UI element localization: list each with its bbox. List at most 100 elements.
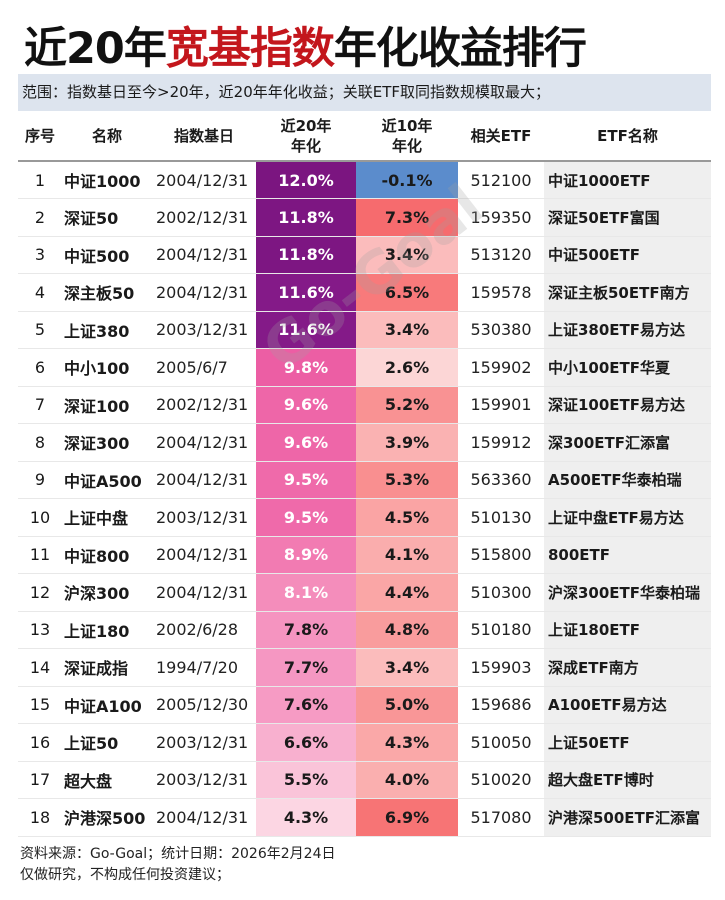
row-base-date: 2004/12/31 xyxy=(152,798,256,837)
row-index-name: 上证380 xyxy=(62,311,152,349)
row-etf-name: 深证100ETF易方达 xyxy=(544,386,711,424)
row-etf-name: 沪深300ETF华泰柏瑞 xyxy=(544,573,711,612)
row-index-name: 沪深300 xyxy=(62,573,152,612)
row-10y-annualized: 3.4% xyxy=(356,648,458,687)
row-etf-name: 深证50ETF富国 xyxy=(544,198,711,237)
row-20y-annualized: 11.6% xyxy=(256,311,356,349)
ranking-table: 序号 名称 指数基日 近20年 年化 近10年 年化 相关ETF ETF名称 1… xyxy=(18,112,711,837)
row-20y-annualized: 9.8% xyxy=(256,348,356,387)
row-etf-name: 超大盘ETF博时 xyxy=(544,761,711,799)
row-10y-annualized: 3.4% xyxy=(356,311,458,349)
row-base-date: 1994/7/20 xyxy=(152,648,256,687)
table-row: 5 上证380 2003/12/31 11.6% 3.4% 530380 上证380ETF易… xyxy=(18,311,711,349)
table-row: 10 上证中盘 2003/12/31 9.5% 4.5% 510130 上证中盘ETF易方达 xyxy=(18,498,711,537)
header-10y-annualized: 近10年 年化 xyxy=(356,112,458,162)
row-10y-annualized: 4.4% xyxy=(356,573,458,612)
table-row: 14 深证成指 1994/7/20 7.7% 3.4% 159903 深成ETF南方 xyxy=(18,648,711,687)
footer: 资料来源：Go-Goal；统计日期：2026年2月24日 仅做研究，不构成任何投… xyxy=(20,844,335,886)
row-etf-code: 159902 xyxy=(458,348,544,387)
row-20y-annualized: 9.6% xyxy=(256,386,356,424)
row-seq: 5 xyxy=(18,311,62,349)
row-20y-annualized: 6.6% xyxy=(256,723,356,762)
row-base-date: 2005/6/7 xyxy=(152,348,256,387)
row-etf-code: 159903 xyxy=(458,648,544,687)
row-etf-code: 513120 xyxy=(458,236,544,274)
row-10y-annualized: 4.8% xyxy=(356,611,458,649)
row-index-name: 中证500 xyxy=(62,236,152,274)
row-etf-code: 159912 xyxy=(458,423,544,462)
row-20y-annualized: 9.5% xyxy=(256,498,356,537)
row-etf-name: 上证180ETF xyxy=(544,611,711,649)
row-10y-annualized: 4.3% xyxy=(356,723,458,762)
row-index-name: 上证中盘 xyxy=(62,498,152,537)
row-index-name: 深主板50 xyxy=(62,273,152,312)
row-etf-code: 510300 xyxy=(458,573,544,612)
row-seq: 4 xyxy=(18,273,62,312)
row-20y-annualized: 11.8% xyxy=(256,198,356,237)
row-seq: 18 xyxy=(18,798,62,837)
row-base-date: 2002/12/31 xyxy=(152,386,256,424)
row-base-date: 2003/12/31 xyxy=(152,761,256,799)
row-etf-name: 深300ETF汇添富 xyxy=(544,423,711,462)
row-etf-code: 510050 xyxy=(458,723,544,762)
row-seq: 7 xyxy=(18,386,62,424)
row-seq: 15 xyxy=(18,686,62,724)
row-index-name: 深证50 xyxy=(62,198,152,237)
scope-note: 范围：指数基日至今>20年，近20年年化收益；关联ETF取同指数规模取最大； xyxy=(18,74,711,111)
row-base-date: 2003/12/31 xyxy=(152,311,256,349)
row-etf-code: 510130 xyxy=(458,498,544,537)
row-etf-name: 深证主板50ETF南方 xyxy=(544,273,711,312)
row-20y-annualized: 11.8% xyxy=(256,236,356,274)
row-seq: 6 xyxy=(18,348,62,387)
row-seq: 14 xyxy=(18,648,62,687)
row-etf-name: 上证50ETF xyxy=(544,723,711,762)
table-row: 15 中证A100 2005/12/30 7.6% 5.0% 159686 A100ETF易… xyxy=(18,686,711,724)
row-seq: 8 xyxy=(18,423,62,462)
row-20y-annualized: 11.6% xyxy=(256,273,356,312)
row-base-date: 2003/12/31 xyxy=(152,498,256,537)
row-etf-code: 159578 xyxy=(458,273,544,312)
row-etf-code: 515800 xyxy=(458,536,544,574)
row-seq: 16 xyxy=(18,723,62,762)
row-20y-annualized: 8.1% xyxy=(256,573,356,612)
title-suffix: 年化收益排行 xyxy=(333,24,587,74)
row-10y-annualized: 4.5% xyxy=(356,498,458,537)
row-etf-name: 上证中盘ETF易方达 xyxy=(544,498,711,537)
title-highlight: 宽基指数 xyxy=(165,24,335,74)
table-row: 2 深证50 2002/12/31 11.8% 7.3% 159350 深证50ETF富国 xyxy=(18,198,711,237)
disclaimer: 仅做研究，不构成任何投资建议； xyxy=(20,867,230,883)
row-10y-annualized: 7.3% xyxy=(356,198,458,237)
row-etf-code: 517080 xyxy=(458,798,544,837)
table-row: 7 深证100 2002/12/31 9.6% 5.2% 159901 深证100ETF易方… xyxy=(18,386,711,424)
row-index-name: 中证A100 xyxy=(62,686,152,724)
row-20y-annualized: 9.6% xyxy=(256,423,356,462)
header-name: 名称 xyxy=(62,112,152,162)
row-seq: 2 xyxy=(18,198,62,237)
row-20y-annualized: 4.3% xyxy=(256,798,356,837)
table-row: 17 超大盘 2003/12/31 5.5% 4.0% 510020 超大盘ETF博时 xyxy=(18,761,711,799)
row-etf-name: 深成ETF南方 xyxy=(544,648,711,687)
row-etf-name: 中证500ETF xyxy=(544,236,711,274)
row-base-date: 2004/12/31 xyxy=(152,573,256,612)
title-prefix: 近20年 xyxy=(24,24,167,74)
row-20y-annualized: 7.8% xyxy=(256,611,356,649)
row-etf-code: 159686 xyxy=(458,686,544,724)
row-10y-annualized: 4.0% xyxy=(356,761,458,799)
header-etf-code: 相关ETF xyxy=(458,112,544,162)
row-10y-annualized: 6.9% xyxy=(356,798,458,837)
row-base-date: 2005/12/30 xyxy=(152,686,256,724)
row-base-date: 2004/12/31 xyxy=(152,536,256,574)
row-10y-annualized: 2.6% xyxy=(356,348,458,387)
row-etf-code: 510020 xyxy=(458,761,544,799)
row-10y-annualized: 3.4% xyxy=(356,236,458,274)
row-index-name: 沪港深500 xyxy=(62,798,152,837)
row-20y-annualized: 7.6% xyxy=(256,686,356,724)
row-base-date: 2004/12/31 xyxy=(152,423,256,462)
row-base-date: 2003/12/31 xyxy=(152,723,256,762)
header-etf-name: ETF名称 xyxy=(544,112,711,162)
row-etf-name: 沪港深500ETF汇添富 xyxy=(544,798,711,837)
row-index-name: 深证100 xyxy=(62,386,152,424)
row-etf-code: 512100 xyxy=(458,161,544,199)
row-10y-annualized: 5.2% xyxy=(356,386,458,424)
row-seq: 10 xyxy=(18,498,62,537)
